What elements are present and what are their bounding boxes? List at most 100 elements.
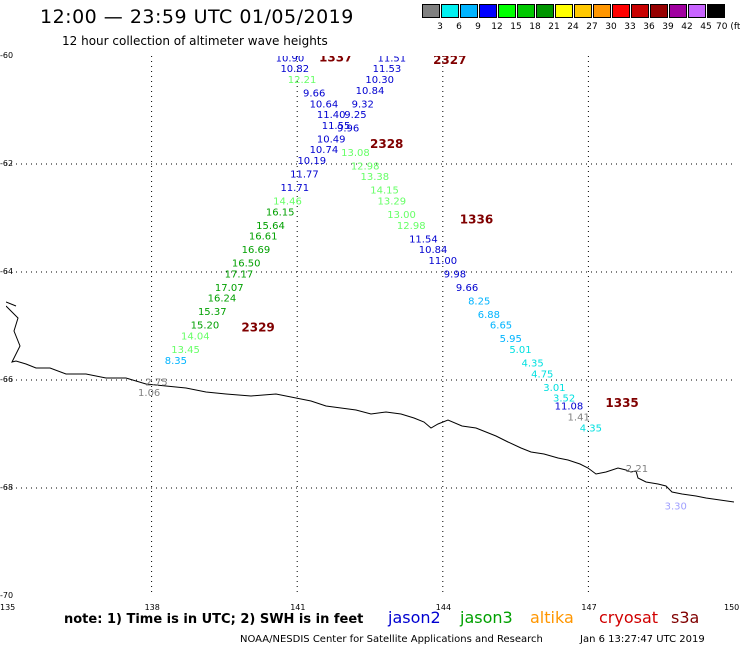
pass-time-label: 1335 — [605, 396, 638, 410]
scale-label: 27 — [586, 22, 598, 32]
wave-height-value: 16.61 — [249, 232, 278, 243]
wave-height-value: 2.75 — [145, 377, 167, 388]
coast-edge-left — [6, 301, 17, 307]
wave-height-value: 10.84 — [356, 86, 385, 97]
wave-height-value: 1.41 — [568, 413, 590, 424]
wave-height-value: 16.69 — [242, 245, 271, 256]
scale-swatch — [555, 4, 573, 18]
antarctic-coastline — [6, 305, 734, 503]
wave-height-value: 9.96 — [337, 124, 359, 135]
pass-time-label: 1337 — [319, 56, 352, 64]
wave-height-value: 13.29 — [378, 197, 407, 208]
wave-height-value: 11.77 — [290, 170, 319, 181]
wave-height-value: 15.37 — [198, 307, 227, 318]
wave-height-value: 10.64 — [310, 99, 339, 110]
wave-height-value: 13.38 — [361, 172, 390, 183]
wave-height-value: 17.07 — [215, 283, 244, 294]
wave-height-value: 8.25 — [468, 296, 490, 307]
footnote: note: 1) Time is in UTC; 2) SWH is in fe… — [64, 612, 364, 627]
wave-height-value: 9.25 — [344, 110, 366, 121]
wave-height-value: 4.75 — [531, 369, 553, 380]
credit-timestamp: Jan 6 13:27:47 UTC 2019 — [580, 634, 705, 645]
scale-label: 6 — [456, 22, 462, 32]
scale-label: 39 — [662, 22, 674, 32]
wave-height-value: 3.01 — [543, 383, 565, 394]
scale-swatch — [631, 4, 649, 18]
wave-height-value: 16.24 — [208, 294, 237, 305]
scale-swatch — [460, 4, 478, 18]
wave-height-value: 3.52 — [553, 394, 575, 405]
scale-swatch — [422, 4, 440, 18]
latitude-label: -68 — [0, 483, 14, 492]
wave-height-value: 9.32 — [352, 99, 374, 110]
scale-swatch — [707, 4, 725, 18]
wave-height-value: 14.46 — [273, 197, 302, 208]
legend-jason2: jason2 — [388, 608, 441, 627]
wave-height-value: 16.15 — [266, 207, 295, 218]
wave-height-value: 13.45 — [171, 345, 200, 356]
wave-height-value: 14.15 — [370, 186, 399, 197]
wave-height-map: 10.9010.8212.219.6610.6411.4011.5510.491… — [6, 56, 734, 596]
wave-height-value: 10.74 — [310, 145, 339, 156]
latitude-label: -62 — [0, 159, 14, 168]
scale-swatch — [479, 4, 497, 18]
wave-height-value: 10.90 — [276, 56, 305, 64]
scale-label: 12 — [491, 22, 503, 32]
longitude-label: 138 — [144, 603, 160, 612]
pass-time-label: 1336 — [460, 212, 493, 226]
wave-height-value: 5.95 — [500, 334, 522, 345]
scale-label: 9 — [475, 22, 481, 32]
longitude-label: 147 — [581, 603, 597, 612]
wave-height-value: 9.66 — [456, 283, 478, 294]
scale-swatch — [593, 4, 611, 18]
legend-altika: altika — [530, 608, 574, 627]
scale-label: 33 — [624, 22, 636, 32]
scale-label: 42 — [681, 22, 693, 32]
pass-time-label: 2327 — [433, 56, 466, 67]
wave-height-value: 1.06 — [138, 388, 160, 399]
longitude-label: 144 — [435, 603, 452, 612]
legend-cryosat: cryosat — [599, 608, 659, 627]
pass-time-label: 2329 — [241, 320, 274, 334]
latitude-label: -66 — [0, 375, 14, 384]
legend-jason3: jason3 — [460, 608, 513, 627]
wave-height-value: 10.19 — [297, 156, 326, 167]
scale-label: 45 — [700, 22, 712, 32]
scale-swatch — [441, 4, 459, 18]
pass-time-label: 2328 — [370, 137, 403, 151]
wave-height-value: 10.82 — [280, 64, 309, 75]
scale-swatch — [650, 4, 668, 18]
wave-height-value: 12.21 — [288, 75, 317, 86]
latitude-label: -64 — [0, 267, 14, 276]
scale-swatch — [536, 4, 554, 18]
scale-swatch — [688, 4, 706, 18]
wave-height-value: 10.49 — [317, 134, 346, 145]
scale-label: 70 (ft) — [716, 22, 740, 32]
scale-swatch — [612, 4, 630, 18]
wave-height-value: 12.98 — [397, 221, 426, 232]
scale-label: 3 — [437, 22, 443, 32]
scale-swatch — [574, 4, 592, 18]
wave-height-value: 11.51 — [378, 56, 407, 64]
wave-height-value: 15.64 — [256, 221, 285, 232]
wave-height-value: 4.35 — [521, 359, 543, 370]
wave-height-value: 11.54 — [409, 234, 438, 245]
wave-height-value: 11.55 — [322, 121, 351, 132]
wave-height-value: 6.88 — [478, 310, 500, 321]
scale-label: 15 — [510, 22, 522, 32]
wave-height-value: 8.35 — [165, 356, 187, 367]
wave-height-value: 3.30 — [665, 502, 687, 513]
wave-height-value: 16.50 — [232, 259, 261, 270]
wave-height-value: 4.35 — [580, 423, 602, 434]
wave-height-value: 12.98 — [351, 161, 380, 172]
wave-height-values: 10.9010.8212.219.6610.6411.4011.5510.491… — [138, 56, 687, 513]
scale-swatch — [517, 4, 535, 18]
wave-height-value: 11.71 — [280, 183, 309, 194]
wave-height-value: 9.66 — [303, 89, 325, 100]
wave-height-value: 2.21 — [626, 464, 648, 475]
credit-organization: NOAA/NESDIS Center for Satellite Applica… — [240, 634, 543, 645]
scale-label: 30 — [605, 22, 617, 32]
scale-label: 36 — [643, 22, 655, 32]
wave-height-value: 11.08 — [555, 402, 584, 413]
wave-height-value: 17.17 — [225, 269, 254, 280]
